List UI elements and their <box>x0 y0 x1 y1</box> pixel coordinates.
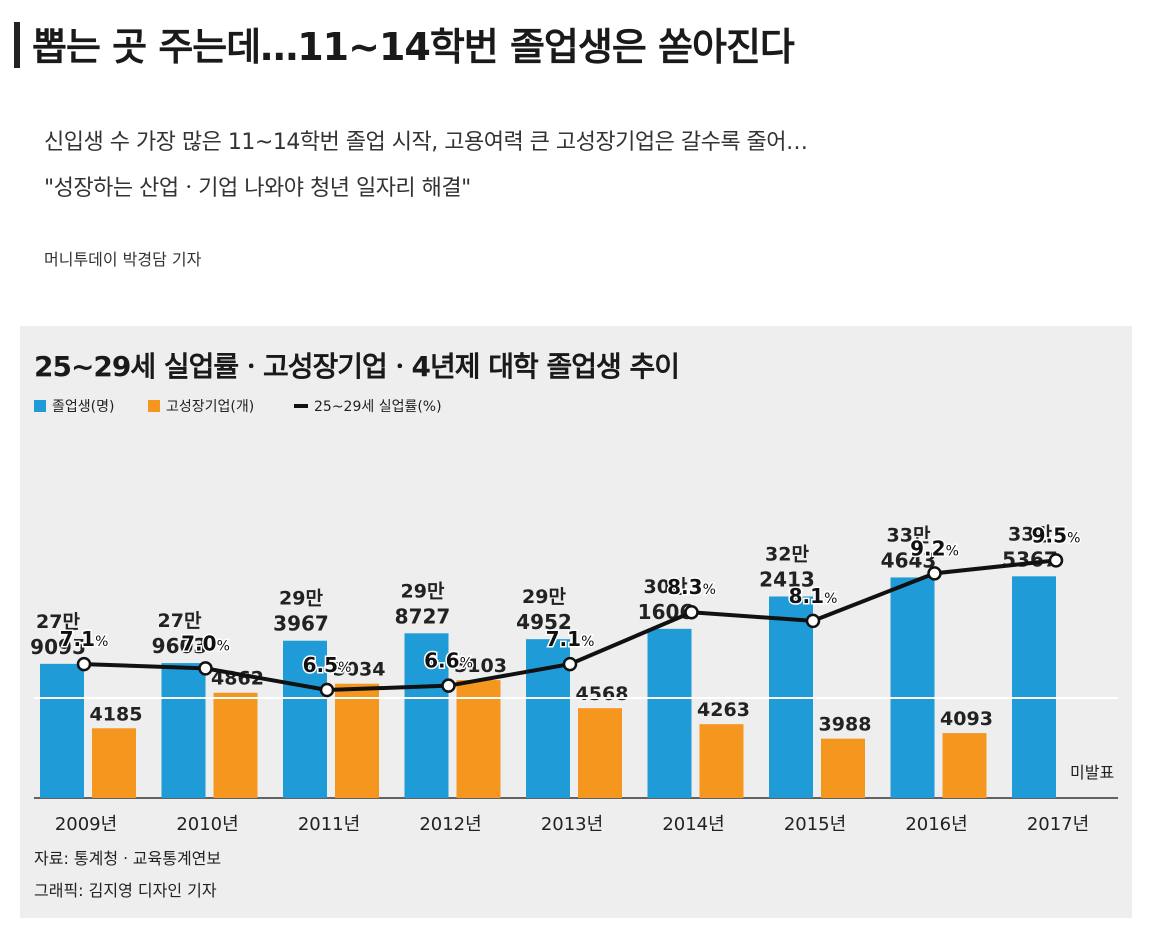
x-tick-label: 2011년 <box>298 814 360 835</box>
data-label-graduates-top: 29만 <box>401 580 445 602</box>
chart-credit: 그래픽: 김지영 디자인 기자 <box>34 881 217 900</box>
x-tick-label: 2017년 <box>1027 814 1089 835</box>
legend-label-unemployment: 25~29세 실업률(%) <box>314 399 442 415</box>
bar-graduates <box>404 633 449 798</box>
bar-graduates <box>161 663 206 798</box>
data-label-unemployment: 7.1% <box>546 627 595 651</box>
data-label-unemployment-unit: % <box>460 656 473 672</box>
data-label-unemployment-unit: % <box>946 543 959 559</box>
data-label-unemployment-unit: % <box>217 638 230 654</box>
data-label-graduates-bottom: 4952 <box>516 610 572 634</box>
data-label-unemployment: 6.6% <box>424 649 473 673</box>
article-subtitle-2: "성장하는 산업ㆍ기업 나와야 청년 일자리 해결" <box>44 176 471 201</box>
legend-swatch-unemployment <box>294 404 308 408</box>
data-label-graduates-bottom: 1606 <box>638 600 694 624</box>
data-label-unemployment-unit: % <box>338 660 351 676</box>
data-label-graduates-bottom: 8727 <box>395 604 451 628</box>
data-label-graduates-top: 33만 <box>1008 523 1052 545</box>
data-label-unemployment-unit: % <box>703 582 716 598</box>
bar-graduates <box>40 663 84 798</box>
point-unemployment <box>562 656 578 672</box>
legend-swatch-graduates <box>34 400 46 412</box>
point-unemployment <box>441 678 456 693</box>
data-label-graduates-top: 27만 <box>158 610 202 632</box>
article-subtitle-1: 신입생 수 가장 많은 11~14학번 졸업 시작, 고용여력 큰 고성장기업은… <box>44 130 808 155</box>
data-label-unemployment: 8.1% <box>789 584 838 608</box>
data-label-graduates-top: 29만 <box>522 586 566 608</box>
bar-graduates <box>890 577 935 798</box>
data-label-high-growth: 3988 <box>819 714 872 736</box>
article-byline: 머니투데이 박경담 기자 <box>44 250 202 269</box>
chart-panel <box>20 326 1132 918</box>
data-label-graduates-bottom: 9095 <box>30 635 86 659</box>
data-label-unemployment: 8.3% <box>667 575 716 599</box>
x-tick-label: 2015년 <box>784 814 846 835</box>
point-unemployment <box>319 682 335 698</box>
data-label-unemployment-unit: % <box>824 591 837 607</box>
data-label-graduates-top: 27만 <box>36 611 80 633</box>
bar-high-growth <box>942 733 987 798</box>
bar-high-growth <box>335 683 379 798</box>
data-label-unemployment-unit: % <box>95 634 108 650</box>
point-unemployment <box>198 661 213 676</box>
bar-high-growth <box>821 738 865 798</box>
chart-title: 25~29세 실업률ㆍ고성장기업ㆍ4년제 대학 졸업생 추이 <box>34 350 679 383</box>
bar-high-growth <box>456 680 501 798</box>
legend-label-high-growth: 고성장기업(개) <box>166 399 254 415</box>
data-label-high-growth: 5034 <box>333 659 386 681</box>
point-unemployment <box>927 566 942 581</box>
bar-high-growth <box>213 692 258 798</box>
data-label-graduates-top: 29만 <box>279 588 323 610</box>
bar-high-growth <box>578 708 622 798</box>
data-label-unemployment-unit: % <box>1067 530 1080 546</box>
data-label-graduates-top: 30만 <box>644 576 688 598</box>
point-unemployment <box>76 656 92 672</box>
point-unemployment <box>684 604 699 620</box>
data-label-high-growth: 4185 <box>90 703 143 725</box>
chart-source: 자료: 통계청ㆍ교육통계연보 <box>34 849 221 868</box>
data-label-high-growth: 미발표 <box>1070 763 1114 782</box>
x-tick-label: 2013년 <box>541 814 603 835</box>
bar-high-growth <box>699 724 744 798</box>
data-label-unemployment-unit: % <box>581 634 594 650</box>
data-label-graduates-bottom: 4643 <box>881 548 937 572</box>
data-label-unemployment: 7.0% <box>181 631 230 655</box>
bar-high-growth <box>92 728 136 798</box>
legend-swatch-high-growth <box>148 400 160 412</box>
data-label-unemployment: 9.2% <box>910 536 959 560</box>
data-label-high-growth: 5103 <box>454 655 507 677</box>
bar-graduates <box>283 640 327 798</box>
data-label-graduates-bottom: 3967 <box>273 612 329 636</box>
data-label-graduates-bottom: 9603 <box>152 634 208 658</box>
data-label-graduates-bottom: 2413 <box>759 567 815 591</box>
article-headline: 뽑는 곳 주는데…11~14학번 졸업생은 쏟아진다 <box>32 25 795 69</box>
point-unemployment <box>805 613 821 629</box>
data-label-graduates-top: 32만 <box>765 543 809 565</box>
x-tick-label: 2016년 <box>905 814 967 835</box>
data-label-unemployment: 9.5% <box>1032 523 1081 547</box>
point-unemployment <box>1048 553 1064 568</box>
data-label-high-growth: 4568 <box>576 683 629 705</box>
data-label-high-growth: 4093 <box>940 708 993 730</box>
bar-graduates <box>647 628 692 798</box>
data-label-graduates-top: 33만 <box>887 524 931 546</box>
x-tick-label: 2012년 <box>419 814 481 835</box>
x-tick-label: 2014년 <box>662 814 724 835</box>
x-tick-label: 2010년 <box>176 814 238 835</box>
legend-label-graduates: 졸업생(명) <box>52 399 114 415</box>
data-label-unemployment: 7.1% <box>60 627 109 651</box>
headline-bar <box>14 22 20 68</box>
data-label-high-growth: 4263 <box>697 699 750 721</box>
bar-graduates <box>1012 576 1056 798</box>
data-label-unemployment: 6.5% <box>303 653 352 677</box>
x-tick-label: 2009년 <box>55 814 117 835</box>
